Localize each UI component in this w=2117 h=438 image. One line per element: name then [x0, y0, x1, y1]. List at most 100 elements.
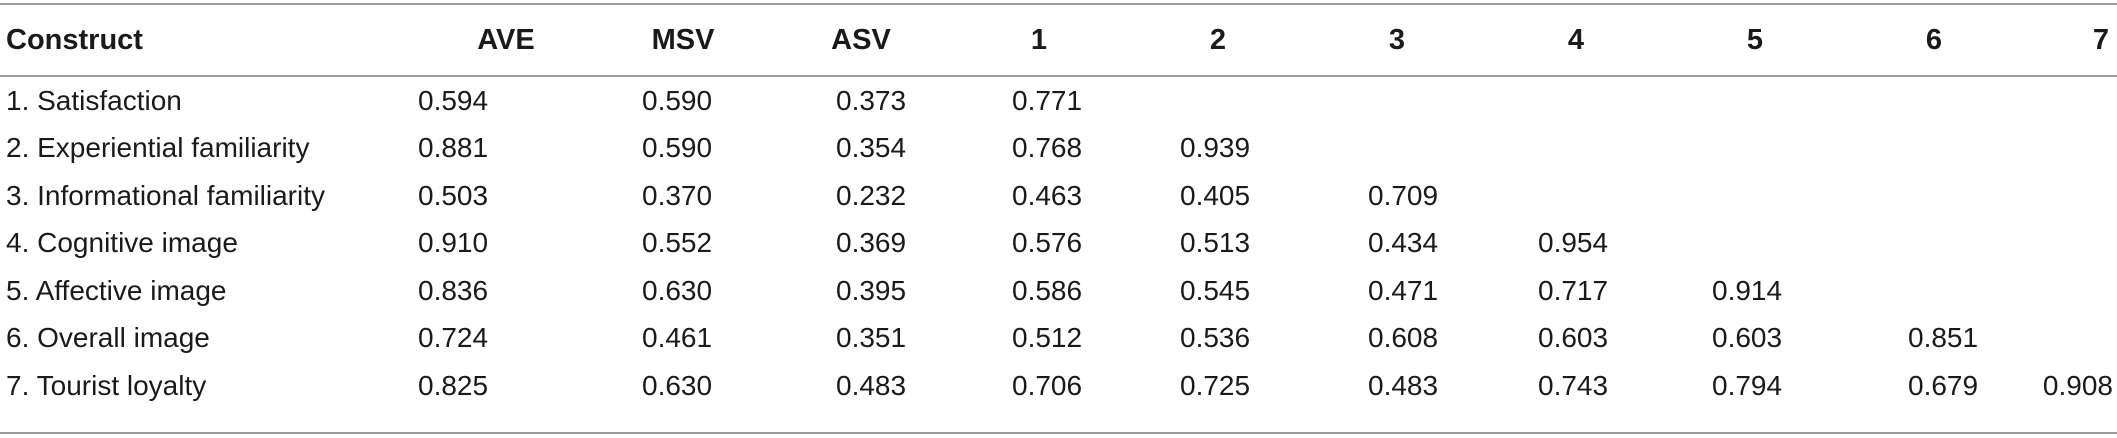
header-col-7: 7 [2092, 23, 2109, 56]
table-bottom-rule [0, 432, 2117, 434]
cell-asv: 0.354 [836, 132, 907, 164]
header-construct: Construct [6, 23, 143, 56]
cell-construct: 2. Experiential familiarity [6, 132, 310, 164]
cell-c5 [1666, 172, 1844, 220]
table-row: 1. Satisfaction 0.594 0.590 0.373 0.771 [0, 75, 2117, 125]
cell-c4 [1486, 125, 1666, 173]
cell-c3: 0.709 [1368, 179, 1439, 211]
cell-ave: 0.881 [418, 132, 489, 164]
table-row: 4. Cognitive image 0.910 0.552 0.369 0.576 0.… [0, 220, 2117, 268]
cell-c4 [1486, 172, 1666, 220]
cell-asv: 0.483 [836, 369, 907, 401]
cell-c5 [1666, 75, 1844, 125]
cell-construct: 7. Tourist loyalty [6, 369, 207, 401]
cell-c3: 0.483 [1368, 369, 1439, 401]
cell-c4: 0.954 [1538, 227, 1609, 259]
cell-c4: 0.603 [1538, 322, 1609, 354]
cell-msv: 0.552 [642, 227, 713, 259]
construct-validity-table: Construct AVE MSV ASV 1 2 3 4 5 6 7 1. S… [0, 5, 2117, 410]
cell-ave: 0.724 [418, 322, 489, 354]
table-row: 2. Experiential familiarity 0.881 0.590 0.3… [0, 125, 2117, 173]
cell-ave: 0.503 [418, 179, 489, 211]
cell-c7 [2024, 125, 2117, 173]
header-col-4: 4 [1567, 23, 1585, 56]
cell-c2: 0.545 [1180, 274, 1251, 306]
cell-msv: 0.630 [642, 369, 713, 401]
table-header-rule [0, 75, 2117, 77]
table-row: 7. Tourist loyalty 0.825 0.630 0.483 0.706 0.… [0, 362, 2117, 410]
cell-c3: 0.471 [1368, 274, 1439, 306]
cell-c7 [2024, 220, 2117, 268]
cell-c1: 0.576 [1012, 227, 1083, 259]
header-col-3: 3 [1388, 23, 1406, 56]
cell-msv: 0.370 [642, 179, 713, 211]
cell-msv: 0.590 [642, 132, 713, 164]
cell-construct: 3. Informational familiarity [6, 179, 326, 211]
cell-asv: 0.373 [836, 84, 907, 116]
cell-c3: 0.608 [1368, 322, 1439, 354]
cell-msv: 0.590 [642, 84, 713, 116]
cell-c3: 0.434 [1368, 227, 1439, 259]
header-col-2: 2 [1209, 23, 1227, 56]
header-ave: AVE [477, 23, 535, 56]
cell-c3 [1308, 75, 1486, 125]
cell-c7 [2024, 315, 2117, 363]
table-row: 5. Affective image 0.836 0.630 0.395 0.586 0.… [0, 267, 2117, 315]
cell-msv: 0.461 [642, 322, 713, 354]
header-col-6: 6 [1925, 23, 1943, 56]
cell-c6 [1844, 75, 2024, 125]
table-top-rule [0, 3, 2117, 5]
cell-c1: 0.768 [1012, 132, 1083, 164]
cell-c7 [2024, 172, 2117, 220]
cell-ave: 0.910 [418, 227, 489, 259]
cell-ave: 0.836 [418, 274, 489, 306]
header-col-1: 1 [1030, 23, 1048, 56]
cell-construct: 6. Overall image [6, 322, 210, 354]
cell-c5 [1666, 220, 1844, 268]
table-row: 6. Overall image 0.724 0.461 0.351 0.512 0.53… [0, 315, 2117, 363]
cell-c6: 0.679 [1908, 369, 1979, 401]
header-row: Construct AVE MSV ASV 1 2 3 4 5 6 7 [0, 5, 2117, 75]
cell-c1: 0.771 [1012, 84, 1083, 116]
cell-construct: 4. Cognitive image [6, 227, 238, 259]
cell-ave: 0.594 [418, 84, 489, 116]
cell-asv: 0.232 [836, 179, 907, 211]
cell-c7: 0.908 [2042, 369, 2113, 401]
cell-c7 [2024, 267, 2117, 315]
cell-c1: 0.512 [1012, 322, 1083, 354]
cell-c2: 0.725 [1180, 369, 1251, 401]
cell-c6 [1844, 172, 2024, 220]
cell-c4 [1486, 75, 1666, 125]
cell-c1: 0.706 [1012, 369, 1083, 401]
cell-c5 [1666, 125, 1844, 173]
header-asv: ASV [831, 23, 891, 56]
cell-c5: 0.603 [1712, 322, 1783, 354]
cell-c4: 0.743 [1538, 369, 1609, 401]
cell-asv: 0.369 [836, 227, 907, 259]
table-row: 3. Informational familiarity 0.503 0.370 0.… [0, 172, 2117, 220]
cell-asv: 0.395 [836, 274, 907, 306]
cell-c6: 0.851 [1908, 322, 1979, 354]
cell-msv: 0.630 [642, 274, 713, 306]
cell-c1: 0.586 [1012, 274, 1083, 306]
cell-c2: 0.536 [1180, 322, 1251, 354]
cell-c3 [1308, 125, 1486, 173]
cell-c6 [1844, 125, 2024, 173]
cell-construct: 5. Affective image [6, 274, 227, 306]
cell-c5: 0.794 [1712, 369, 1783, 401]
cell-c2 [1128, 75, 1308, 125]
cell-c6 [1844, 220, 2024, 268]
header-msv: MSV [651, 23, 715, 56]
cell-c6 [1844, 267, 2024, 315]
cell-c4: 0.717 [1538, 274, 1609, 306]
table-body: 1. Satisfaction 0.594 0.590 0.373 0.771 2. Ex… [0, 75, 2117, 410]
cell-c7 [2024, 75, 2117, 125]
cell-construct: 1. Satisfaction [6, 84, 182, 116]
cell-c2: 0.513 [1180, 227, 1251, 259]
cell-c5: 0.914 [1712, 274, 1783, 306]
cell-c1: 0.463 [1012, 179, 1083, 211]
cell-asv: 0.351 [836, 322, 907, 354]
cell-ave: 0.825 [418, 369, 489, 401]
header-col-5: 5 [1746, 23, 1764, 56]
